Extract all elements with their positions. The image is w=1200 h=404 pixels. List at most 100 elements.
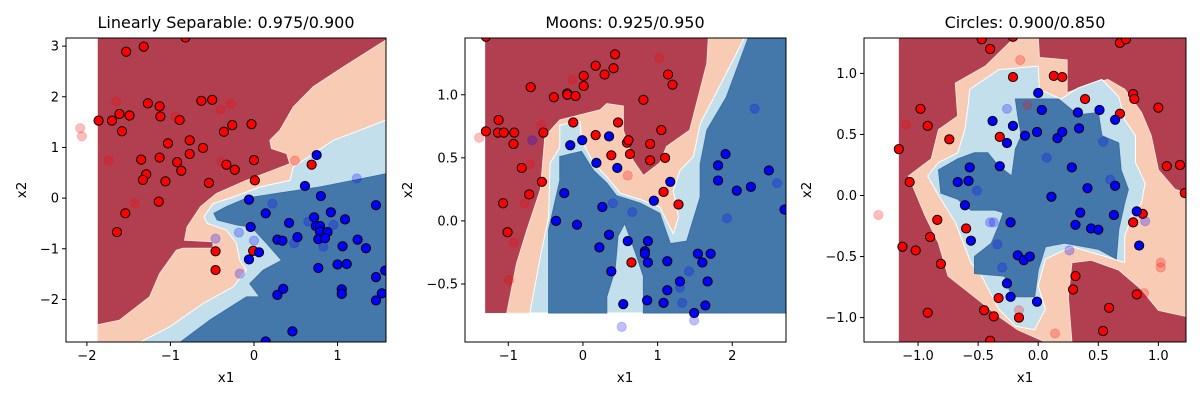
x-tick-label: 1 — [333, 349, 341, 364]
test-point-red — [216, 157, 227, 168]
x-tick-label: −1 — [161, 349, 180, 364]
train-point-red — [1067, 284, 1079, 295]
train-point-red — [180, 38, 191, 43]
train-point-red — [658, 186, 669, 197]
train-point-red — [106, 115, 118, 126]
train-point-red — [525, 82, 536, 93]
test-point-blue — [677, 297, 688, 308]
train-point-red — [904, 176, 915, 188]
test-point-blue — [992, 239, 1003, 250]
y-tick-label: 0.5 — [836, 128, 857, 143]
test-point-red — [524, 159, 536, 170]
test-point-blue — [303, 216, 314, 227]
train-point-blue — [277, 235, 288, 246]
train-point-blue — [299, 180, 311, 192]
train-point-red — [121, 46, 132, 57]
train-point-blue — [313, 262, 324, 274]
train-point-red — [562, 89, 573, 100]
train-point-blue — [1070, 219, 1081, 230]
train-point-blue — [597, 201, 608, 213]
train-point-blue — [662, 256, 673, 267]
train-point-red — [985, 43, 996, 55]
train-point-red — [1013, 312, 1025, 323]
train-point-red — [1070, 270, 1081, 282]
test-point-red — [567, 74, 578, 85]
train-point-red — [246, 119, 257, 130]
test-point-blue — [721, 213, 733, 224]
train-point-red — [172, 157, 183, 168]
train-point-blue — [994, 161, 1005, 172]
train-point-red — [624, 148, 636, 160]
train-point-blue — [700, 300, 711, 311]
test-point-red — [170, 111, 181, 122]
train-point-red — [221, 159, 232, 170]
y-tick-label: 0.0 — [836, 189, 857, 204]
x-tick-label: −1 — [499, 349, 518, 364]
train-point-blue — [763, 165, 774, 176]
train-point-red — [910, 245, 921, 256]
train-point-blue — [1072, 107, 1083, 118]
x-tick-label: 2 — [728, 349, 736, 364]
train-point-red — [154, 152, 165, 163]
train-point-red — [659, 152, 671, 163]
train-point-blue — [1031, 296, 1043, 307]
train-point-red — [935, 258, 946, 269]
test-point-blue — [1041, 152, 1052, 163]
train-point-red — [93, 115, 104, 126]
test-point-blue — [749, 103, 760, 114]
train-point-blue — [987, 115, 998, 127]
train-point-red — [480, 38, 491, 42]
train-point-blue — [1093, 224, 1104, 235]
y-tick-label: −1 — [40, 242, 59, 257]
train-point-red — [578, 80, 589, 92]
x-tick-label: −0.5 — [962, 349, 994, 364]
train-point-blue — [712, 175, 724, 186]
train-point-red — [154, 101, 165, 112]
test-point-red — [508, 237, 519, 248]
train-point-red — [645, 155, 656, 166]
train-point-red — [1128, 217, 1139, 228]
train-point-blue — [1094, 104, 1105, 116]
x-tick-label: 0 — [250, 349, 258, 364]
train-point-blue — [674, 276, 686, 287]
train-point-red — [1097, 325, 1109, 337]
train-point-blue — [1001, 278, 1013, 289]
train-point-blue — [1046, 191, 1057, 202]
train-point-red — [599, 69, 610, 80]
y-tick-label: 0.0 — [437, 214, 458, 229]
test-point-blue — [328, 219, 339, 231]
train-point-red — [1174, 159, 1186, 171]
x-tick-label: 1.0 — [1148, 349, 1169, 364]
train-point-red — [306, 159, 317, 170]
train-point-red — [893, 144, 904, 155]
test-point-blue — [674, 282, 686, 293]
test-point-blue — [1064, 245, 1075, 256]
train-point-blue — [642, 235, 653, 247]
train-point-blue — [1057, 126, 1068, 138]
train-point-blue — [959, 200, 971, 211]
train-point-blue — [702, 276, 713, 287]
train-point-blue — [1019, 130, 1031, 141]
train-point-red — [1057, 71, 1068, 83]
train-point-red — [1120, 38, 1132, 45]
train-point-blue — [260, 208, 271, 219]
train-point-red — [932, 214, 943, 226]
train-point-blue — [337, 241, 348, 252]
test-point-red — [622, 170, 633, 181]
train-point-red — [612, 117, 624, 128]
test-point-red — [1022, 100, 1033, 111]
train-point-blue — [618, 299, 629, 310]
train-point-red — [120, 208, 131, 219]
train-point-blue — [380, 265, 386, 276]
train-point-red — [623, 135, 634, 146]
train-point-blue — [341, 258, 352, 270]
test-point-red — [1155, 262, 1166, 273]
train-point-red — [590, 130, 601, 141]
train-point-red — [249, 175, 260, 186]
train-point-red — [114, 108, 125, 120]
train-point-red — [944, 134, 955, 145]
axes-frame — [464, 37, 787, 343]
test-point-red — [519, 198, 530, 209]
train-point-blue — [639, 248, 651, 259]
axes-frame — [863, 37, 1187, 343]
